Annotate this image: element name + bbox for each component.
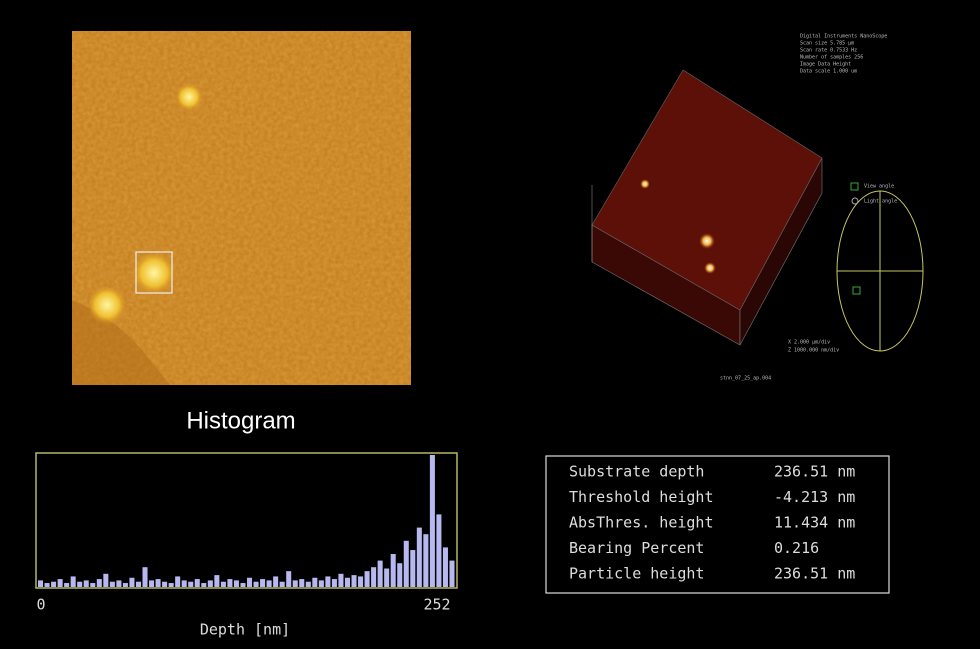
histogram-bar xyxy=(267,580,272,587)
histogram-bar xyxy=(84,580,89,587)
histogram-bar xyxy=(129,578,134,587)
histogram-bar xyxy=(103,574,108,587)
histogram-bar xyxy=(312,578,317,587)
histogram-bar xyxy=(227,579,232,587)
histogram-bar xyxy=(188,582,193,587)
histogram-bar xyxy=(58,579,63,587)
histogram-bar xyxy=(358,576,363,587)
histogram-bar xyxy=(149,580,154,587)
histogram-bar xyxy=(397,563,402,587)
histogram-bar xyxy=(110,582,115,587)
histogram-bar xyxy=(417,528,422,587)
row-label: Threshold height xyxy=(569,488,714,506)
histogram-bar xyxy=(345,578,350,587)
histogram-bar xyxy=(234,580,239,587)
histogram-bar xyxy=(352,575,357,587)
histogram-bar xyxy=(143,567,148,587)
histogram-bar xyxy=(90,583,95,587)
row-label: Bearing Percent xyxy=(569,539,704,557)
row-label: Particle height xyxy=(569,565,704,583)
histogram-bar xyxy=(123,583,128,587)
histogram-bar xyxy=(404,541,409,587)
row-value: 236.51 nm xyxy=(774,463,855,481)
histogram-bar xyxy=(436,514,441,587)
histogram-bar xyxy=(156,579,161,587)
histogram-bar xyxy=(299,579,304,587)
histogram-bar xyxy=(247,578,252,587)
info-line: Digital Instruments NanoScope xyxy=(800,34,887,40)
histogram-bar xyxy=(410,550,415,587)
histogram-bar xyxy=(319,580,324,587)
histogram-bar xyxy=(201,583,206,587)
histogram-bar xyxy=(443,547,448,587)
row-value: 236.51 nm xyxy=(774,565,855,583)
info-line: Scan rate 0.7533 Hz xyxy=(800,48,857,54)
info-line: Number of samples 256 xyxy=(800,55,863,61)
histogram-bar xyxy=(97,579,102,587)
histogram-bar xyxy=(221,582,226,587)
view-angle-label: View angle xyxy=(864,184,894,190)
histogram-bar xyxy=(38,580,43,587)
light-angle-label: Light angle xyxy=(864,199,897,205)
histogram-bar xyxy=(64,583,69,587)
histogram-bar xyxy=(273,576,278,587)
histogram-bar xyxy=(240,583,245,587)
histogram-bar xyxy=(136,582,141,587)
z-scale-label: Z 1000.000 nm/div xyxy=(788,348,839,354)
histogram-bar xyxy=(162,582,167,587)
histogram-bar xyxy=(45,583,50,587)
histogram-bar xyxy=(293,580,298,587)
histogram-bar xyxy=(338,574,343,587)
histogram-bar xyxy=(430,455,435,587)
histogram-bar xyxy=(280,582,285,587)
histogram-bar xyxy=(365,571,370,587)
screen: Histogram 0 252 Depth [nm] Digital Instr… xyxy=(0,0,980,649)
histogram-bar xyxy=(116,580,121,587)
histogram-bar xyxy=(254,582,259,587)
x-max-label: 252 xyxy=(423,596,450,614)
row-value: 11.434 nm xyxy=(774,514,855,532)
histogram-bar xyxy=(214,575,219,587)
row-label: AbsThres. height xyxy=(569,514,714,532)
histogram-bar xyxy=(371,567,376,587)
histogram-bar xyxy=(384,569,389,587)
histogram-bar xyxy=(325,576,330,587)
histogram-bar xyxy=(449,561,454,587)
histogram-bar xyxy=(182,580,187,587)
histogram-bar xyxy=(77,582,82,587)
info-line: Scan size 5.785 µm xyxy=(800,41,854,47)
histogram-bar xyxy=(332,579,337,587)
x-axis-label: Depth [nm] xyxy=(200,621,290,639)
x-scale-label: X 2.000 µm/div xyxy=(788,340,830,346)
histogram-bar xyxy=(208,580,213,587)
row-value: -4.213 nm xyxy=(774,488,855,506)
info-line: Image Data Height xyxy=(800,62,851,68)
histogram-bar xyxy=(391,554,396,587)
afm-image xyxy=(72,31,411,385)
histogram-bar xyxy=(306,582,311,587)
info-line: Data scale 1.000 um xyxy=(800,69,857,75)
histogram-bar xyxy=(51,582,56,587)
histogram-title: Histogram xyxy=(186,407,295,434)
histogram-bar xyxy=(175,576,180,587)
histogram-bar xyxy=(260,579,265,587)
x-min-label: 0 xyxy=(36,596,45,614)
histogram-bar xyxy=(286,571,291,587)
row-value: 0.216 xyxy=(774,539,819,557)
histogram-bar xyxy=(423,534,428,587)
histogram-bar xyxy=(378,561,383,587)
histogram-bar xyxy=(169,583,174,587)
file-name: stnn_07_25_ap.004 xyxy=(720,376,771,382)
histogram-bar xyxy=(195,579,200,587)
histogram-bar xyxy=(71,576,76,587)
row-label: Substrate depth xyxy=(569,463,704,481)
